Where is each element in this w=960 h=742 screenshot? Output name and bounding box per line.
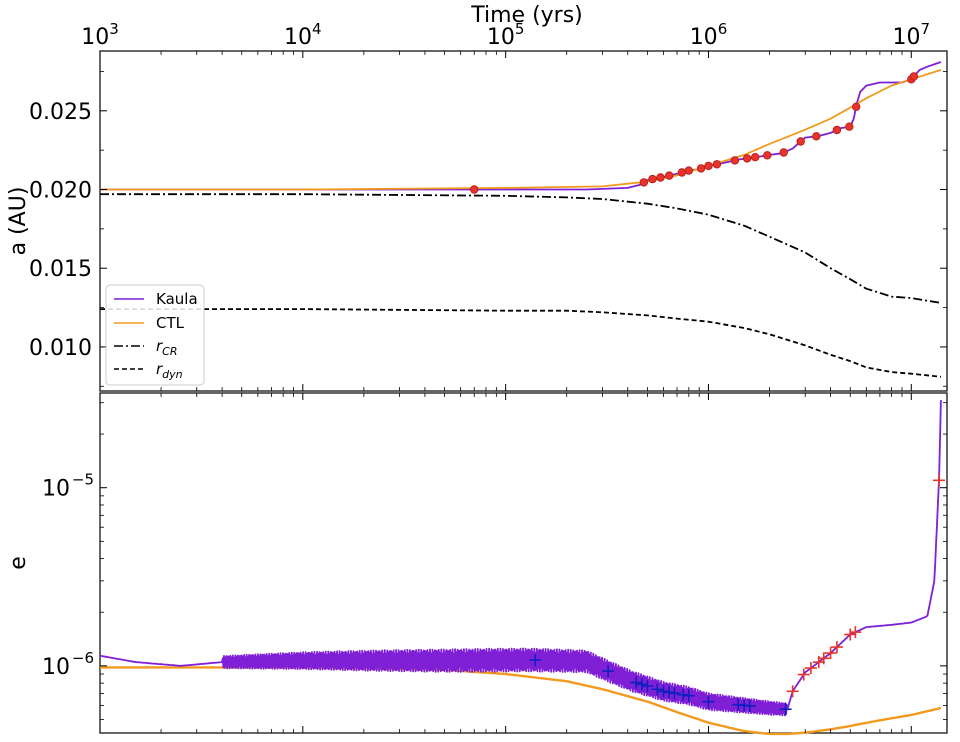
top-marker-17 — [832, 125, 842, 135]
top-x-tick-label-1: 104 — [284, 20, 322, 50]
bottom-marker-red-0 — [786, 685, 799, 698]
top-series-rcr — [100, 193, 942, 304]
bottom-marker-blue-8 — [668, 687, 681, 700]
bottom-marker-red-4 — [817, 652, 830, 665]
bottom-marker-blue-0 — [529, 654, 542, 667]
top-panel-frame — [99, 50, 948, 392]
bottom-series-kaula — [99, 400, 942, 717]
bottom-y-tick-label-0: 10 — [42, 655, 70, 680]
legend-rcr-sub: CR — [162, 345, 177, 358]
bottom-marker-red-5 — [824, 647, 837, 660]
top-x-tick-label-2: 105 — [487, 20, 525, 50]
bottom-marker-blue-15 — [779, 703, 792, 716]
legend-rdyn-base: r — [156, 360, 163, 378]
top-marker-19 — [852, 102, 861, 111]
top-marker-13 — [763, 151, 772, 160]
top-marker-4 — [665, 171, 674, 180]
top-axis-title: Time (yrs) — [470, 3, 583, 28]
legend-rdyn-sub: dyn — [162, 368, 182, 381]
top-y-tick-label-2: 0.020 — [29, 179, 92, 204]
top-x-tick-exp-4: 7 — [921, 20, 931, 38]
top-y-tick-label-3: 0.025 — [29, 100, 92, 125]
top-y-tick-label-1: 0.015 — [29, 257, 92, 282]
bottom-marker-red-2 — [804, 662, 817, 675]
top-marker-10 — [730, 156, 740, 165]
top-x-tick-base-3: 10 — [690, 25, 718, 50]
top-x-tick-exp-1: 4 — [312, 20, 322, 38]
top-x-tick-exp-0: 3 — [109, 20, 119, 38]
top-marker-6 — [684, 166, 693, 175]
top-x-tick-base-1: 10 — [284, 25, 312, 50]
top-x-tick-label-3: 106 — [690, 20, 728, 50]
series-layer — [99, 61, 942, 736]
top-marker-12 — [751, 152, 760, 162]
bottom-marker-red-8 — [849, 626, 862, 639]
bottom-y-axis-label: e — [6, 556, 31, 570]
top-marker-8 — [704, 161, 713, 171]
top-y-axis-label: a (AU) — [6, 187, 31, 256]
top-marker-16 — [812, 132, 821, 141]
legend-kaula-label: Kaula — [156, 290, 198, 308]
top-series-ctl — [100, 69, 942, 191]
bottom-y-tick-exp-0: −6 — [72, 649, 94, 667]
markers-layer — [470, 72, 946, 716]
bottom-marker-blue-5 — [651, 683, 664, 696]
bottom-y-tick-label-1: 10 — [42, 477, 70, 502]
bottom-marker-blue-11 — [702, 695, 715, 708]
top-marker-0 — [470, 185, 479, 194]
top-marker-18 — [845, 122, 854, 131]
legend-rdyn-label: rdyn — [156, 360, 183, 381]
legend-ctl-label: CTL — [156, 314, 185, 332]
legend: Kaula CTL rCR rdyn — [105, 284, 205, 386]
top-marker-15 — [796, 137, 805, 146]
top-x-tick-label-0: 103 — [81, 20, 119, 50]
bottom-marker-blue-6 — [657, 685, 670, 698]
top-marker-5 — [677, 168, 687, 177]
legend-box — [105, 284, 205, 386]
bottom-marker-blue-4 — [641, 680, 654, 693]
bottom-marker-red-9 — [933, 474, 946, 487]
bottom-marker-red-7 — [844, 628, 857, 641]
top-series-rdyn — [100, 308, 941, 378]
bottom-y-tick-base-1: 10 — [42, 477, 70, 502]
top-x-tick-base-2: 10 — [487, 25, 515, 50]
legend-rcr-label: rCR — [156, 337, 178, 358]
bottom-marker-blue-9 — [677, 688, 690, 701]
top-marker-14 — [779, 148, 788, 157]
bottom-y-tick-base-0: 10 — [42, 655, 70, 680]
top-marker-7 — [696, 164, 706, 173]
bottom-marker-blue-1 — [602, 665, 615, 678]
top-marker-3 — [656, 173, 665, 182]
bottom-marker-red-6 — [830, 641, 843, 654]
bottom-marker-red-1 — [797, 668, 810, 681]
top-marker-1 — [639, 178, 648, 187]
top-x-tick-exp-2: 5 — [515, 20, 525, 38]
legend-rcr-base: r — [156, 337, 163, 355]
bottom-y-tick-exp-1: −5 — [72, 471, 94, 489]
top-marker-11 — [742, 154, 752, 163]
bottom-series-ctl — [100, 666, 942, 736]
top-marker-2 — [648, 174, 657, 184]
top-y-tick-label-0: 0.010 — [29, 336, 92, 361]
top-marker-21 — [909, 72, 919, 81]
bottom-panel-frame — [99, 392, 948, 734]
top-x-tick-label-4: 107 — [893, 20, 931, 50]
bottom-marker-blue-10 — [682, 689, 695, 702]
bottom-marker-blue-14 — [743, 699, 756, 712]
bottom-marker-blue-7 — [663, 686, 676, 699]
bottom-marker-blue-2 — [630, 676, 643, 689]
top-x-tick-base-0: 10 — [81, 25, 109, 50]
bottom-marker-blue-3 — [635, 678, 648, 691]
top-x-tick-base-4: 10 — [893, 25, 921, 50]
top-x-tick-exp-3: 6 — [718, 20, 728, 38]
top-marker-9 — [712, 160, 722, 169]
